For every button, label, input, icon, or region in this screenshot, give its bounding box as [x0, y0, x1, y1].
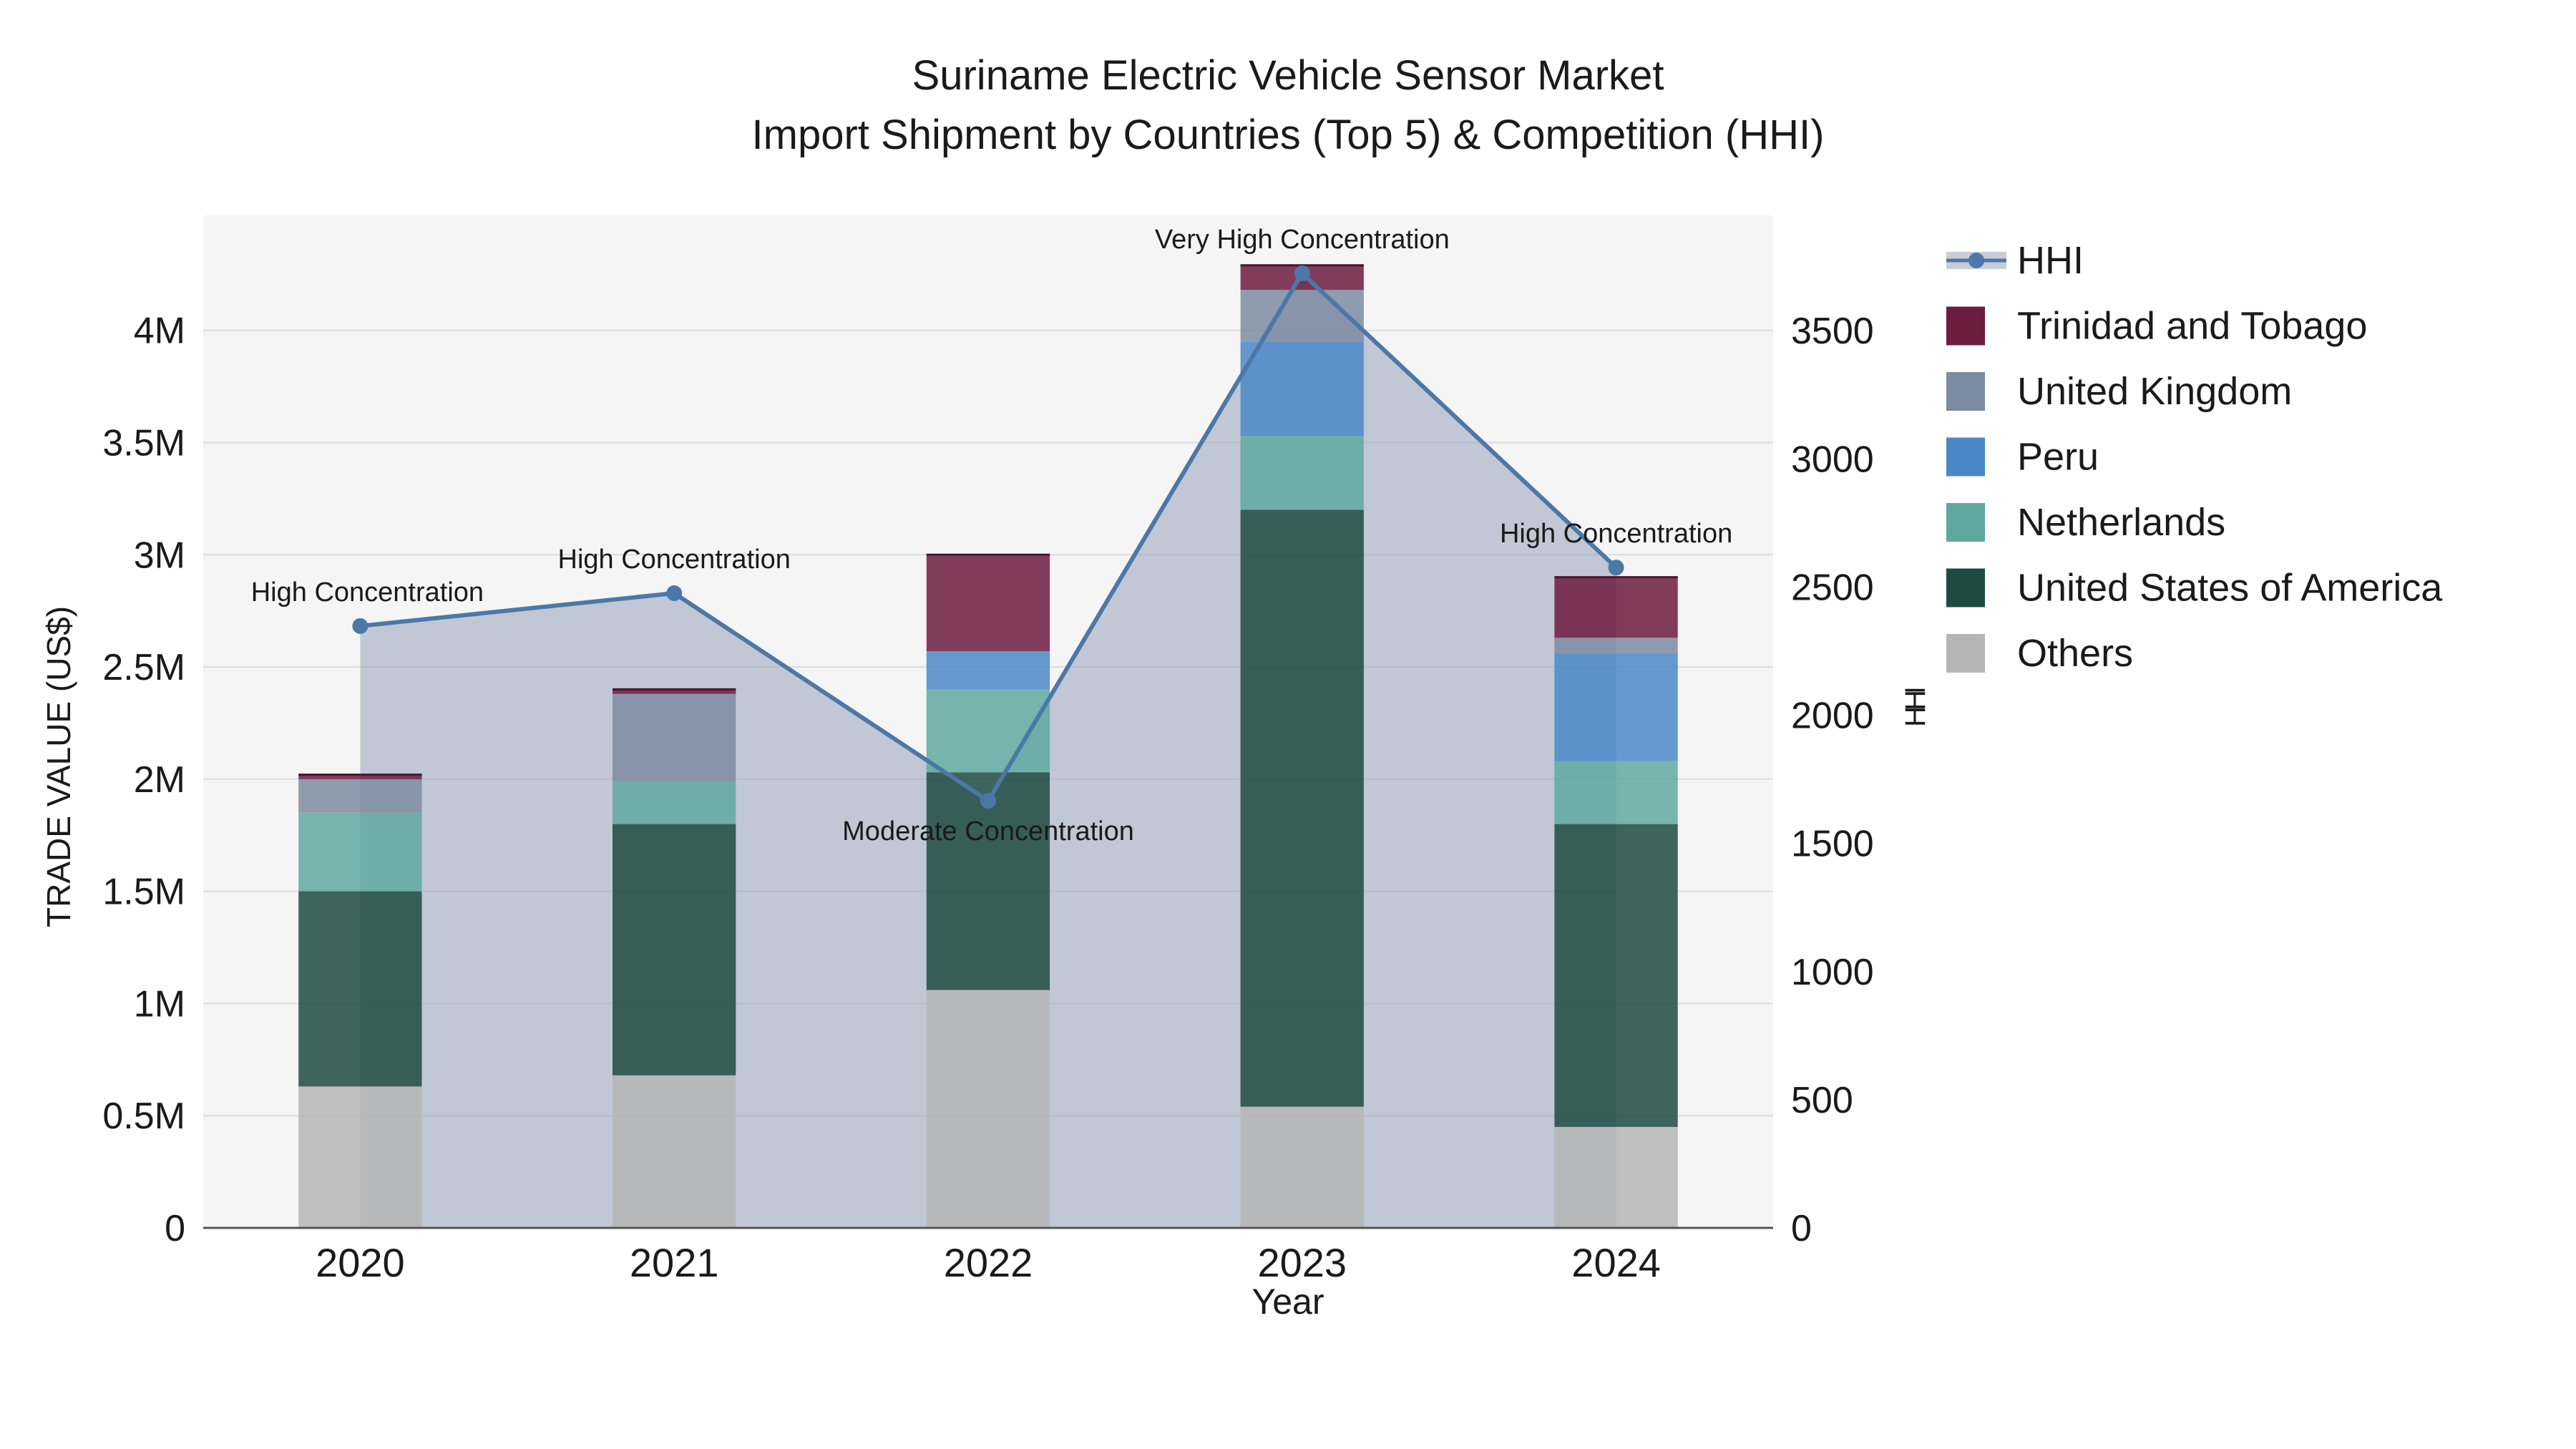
svg-text:500: 500 — [1791, 1080, 1853, 1121]
svg-text:0: 0 — [165, 1208, 185, 1249]
svg-text:2021: 2021 — [630, 1240, 719, 1285]
svg-text:2000: 2000 — [1791, 696, 1874, 737]
svg-text:3M: 3M — [134, 535, 185, 576]
svg-text:High Concentration: High Concentration — [1500, 519, 1732, 549]
svg-text:1500: 1500 — [1791, 824, 1874, 865]
svg-text:2020: 2020 — [316, 1240, 405, 1285]
svg-text:United Kingdom: United Kingdom — [2017, 370, 2292, 413]
svg-text:3500: 3500 — [1791, 311, 1874, 352]
svg-text:2500: 2500 — [1791, 567, 1874, 608]
svg-text:0: 0 — [1791, 1208, 1812, 1249]
svg-text:2022: 2022 — [944, 1240, 1033, 1285]
svg-text:Netherlands: Netherlands — [2017, 501, 2225, 544]
svg-text:2.5M: 2.5M — [102, 647, 185, 688]
svg-text:1.5M: 1.5M — [102, 872, 185, 913]
svg-text:High Concentration: High Concentration — [251, 577, 484, 608]
svg-text:2024: 2024 — [1571, 1240, 1661, 1285]
svg-text:1M: 1M — [134, 983, 185, 1025]
svg-text:0.5M: 0.5M — [102, 1096, 185, 1137]
svg-text:Peru: Peru — [2017, 436, 2099, 479]
svg-text:3000: 3000 — [1791, 439, 1874, 480]
svg-text:United States of America: United States of America — [2017, 567, 2443, 610]
svg-text:2023: 2023 — [1258, 1240, 1347, 1285]
svg-text:HHI: HHI — [2017, 239, 2084, 282]
svg-text:Very High Concentration: Very High Concentration — [1155, 225, 1450, 255]
svg-text:Others: Others — [2017, 632, 2133, 675]
svg-text:1000: 1000 — [1791, 952, 1874, 993]
svg-text:Moderate Concentration: Moderate Concentration — [842, 816, 1134, 847]
svg-text:4M: 4M — [134, 311, 185, 352]
svg-text:3.5M: 3.5M — [102, 423, 185, 464]
svg-text:2M: 2M — [134, 759, 185, 801]
svg-text:High Concentration: High Concentration — [558, 545, 791, 575]
svg-text:Trinidad and Tobago: Trinidad and Tobago — [2017, 305, 2367, 348]
